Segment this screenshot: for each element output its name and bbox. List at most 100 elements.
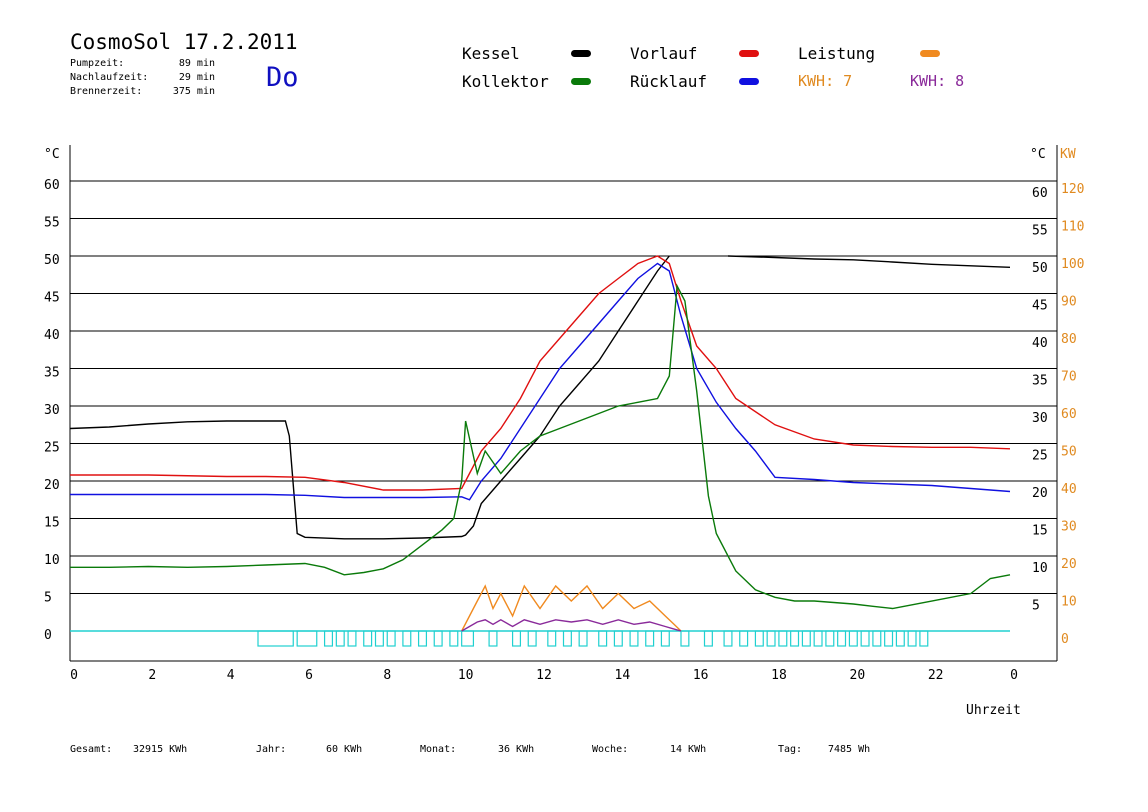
y-tick-label-right: 40 bbox=[1032, 336, 1048, 351]
y-tick-label-left: 45 bbox=[44, 291, 60, 306]
y-tick-label-kw: 50 bbox=[1061, 445, 1077, 460]
footer-gesamt-label: Gesamt: bbox=[70, 744, 113, 755]
y-tick-label-right: 5 bbox=[1032, 599, 1040, 614]
x-tick-label: 16 bbox=[693, 668, 709, 683]
pump-on-marker bbox=[766, 630, 776, 647]
pump-on-marker bbox=[703, 630, 713, 647]
stat-value: 375 min bbox=[172, 86, 215, 97]
footer-tag-value: 7485 Wh bbox=[828, 744, 871, 755]
footer-jahr-label: Jahr: bbox=[256, 744, 287, 755]
footer-woche-value: 14 KWh bbox=[670, 744, 707, 755]
y-tick-label-left: 0 bbox=[44, 628, 52, 643]
pump-on-marker bbox=[547, 630, 557, 647]
legend-label-kessel: Kessel bbox=[462, 44, 520, 63]
stat-label: Nachlaufzeit: bbox=[70, 72, 149, 83]
pump-on-marker bbox=[778, 630, 788, 647]
pump-on-marker bbox=[645, 630, 655, 647]
x-tick-label: 2 bbox=[148, 668, 156, 683]
legend-swatch-leistung bbox=[920, 50, 940, 57]
stat-value: 29 min bbox=[178, 72, 215, 83]
pump-on-marker bbox=[449, 630, 459, 647]
pump-on-marker bbox=[629, 630, 639, 647]
x-tick-label: 6 bbox=[305, 668, 313, 683]
pump-on-marker bbox=[461, 630, 475, 647]
y-tick-label-right: 20 bbox=[1032, 486, 1048, 501]
series-line-rcklauf bbox=[70, 262, 1011, 501]
stat-nachlaufzeit: Nachlaufzeit: 29 min bbox=[70, 72, 215, 83]
x-tick-label: 4 bbox=[227, 668, 235, 683]
pump-on-marker bbox=[578, 630, 588, 647]
pump-on-marker bbox=[813, 630, 823, 647]
y-tick-label-kw: 100 bbox=[1061, 257, 1084, 272]
stat-label: Pumpzeit: bbox=[70, 58, 125, 69]
y-tick-label-kw: 40 bbox=[1061, 482, 1077, 497]
stat-value: 89 min bbox=[178, 58, 215, 69]
y-tick-label-right: 30 bbox=[1032, 411, 1048, 426]
pump-on-marker bbox=[825, 630, 835, 647]
pump-on-marker bbox=[363, 630, 373, 647]
series-line-kollektor bbox=[70, 283, 1011, 610]
pump-on-marker bbox=[680, 630, 690, 647]
y-tick-label-kw: 110 bbox=[1061, 220, 1084, 235]
pump-on-marker bbox=[872, 630, 882, 647]
legend-label-kollektor: Kollektor bbox=[462, 72, 549, 91]
stat-brennerzeit: Brennerzeit: 375 min bbox=[70, 86, 215, 97]
y-tick-label-right: 25 bbox=[1032, 449, 1048, 464]
footer-tag-label: Tag: bbox=[778, 744, 803, 755]
y-tick-label-left: 10 bbox=[44, 553, 60, 568]
y-tick-label-right: 35 bbox=[1032, 374, 1048, 389]
y-tick-label-kw: 70 bbox=[1061, 370, 1077, 385]
x-tick-label: 20 bbox=[850, 668, 866, 683]
pump-on-marker bbox=[598, 630, 608, 647]
footer-gesamt-value: 32915 KWh bbox=[133, 744, 188, 755]
pump-on-marker bbox=[296, 630, 318, 647]
y-tick-label-kw: 80 bbox=[1061, 332, 1077, 347]
pump-on-marker bbox=[790, 630, 800, 647]
footer-jahr-value: 60 KWh bbox=[326, 744, 363, 755]
legend-swatch-kessel bbox=[571, 50, 591, 57]
pump-on-marker bbox=[323, 630, 334, 647]
x-tick-label: 18 bbox=[771, 668, 787, 683]
weekday-label: Do bbox=[266, 62, 299, 93]
y-tick-label-left: 60 bbox=[44, 178, 60, 193]
y-tick-label-right: 50 bbox=[1032, 261, 1048, 276]
stat-label: Brennerzeit: bbox=[70, 86, 143, 97]
pump-on-marker bbox=[754, 630, 764, 647]
footer-monat-value: 36 KWh bbox=[498, 744, 535, 755]
y-tick-label-kw: 60 bbox=[1061, 407, 1077, 422]
y-axis-unit-right: °C bbox=[1030, 147, 1046, 162]
y-tick-label-left: 15 bbox=[44, 516, 60, 531]
pump-on-marker bbox=[562, 630, 572, 647]
series-line-vorlauf bbox=[70, 255, 1011, 491]
y-tick-label-left: 55 bbox=[44, 216, 60, 231]
y-tick-label-kw: 10 bbox=[1061, 595, 1077, 610]
pump-on-marker bbox=[907, 630, 917, 647]
footer-woche-label: Woche: bbox=[592, 744, 629, 755]
y-axis-unit-kw: KW bbox=[1060, 147, 1076, 162]
pump-on-marker bbox=[335, 630, 345, 647]
x-tick-label: 12 bbox=[536, 668, 552, 683]
x-tick-label: 0 bbox=[70, 668, 78, 683]
pump-on-marker bbox=[895, 630, 905, 647]
series-line-kessel bbox=[69, 255, 670, 540]
y-tick-label-right: 45 bbox=[1032, 299, 1048, 314]
y-tick-label-kw: 0 bbox=[1061, 632, 1069, 647]
x-tick-label: 10 bbox=[458, 668, 474, 683]
legend-swatch-ruecklauf bbox=[739, 78, 759, 85]
pump-on-marker bbox=[527, 630, 537, 647]
y-tick-label-right: 15 bbox=[1032, 524, 1048, 539]
pump-on-marker bbox=[919, 630, 929, 647]
series-line-leistung bbox=[461, 584, 682, 632]
page-title: CosmoSol 17.2.2011 bbox=[70, 30, 298, 54]
x-tick-label: 22 bbox=[928, 668, 944, 683]
pump-on-marker bbox=[257, 630, 294, 647]
y-tick-label-left: 20 bbox=[44, 478, 60, 493]
y-tick-label-right: 55 bbox=[1032, 224, 1048, 239]
series-line-kessel bbox=[727, 255, 1011, 268]
y-tick-label-right: 10 bbox=[1032, 561, 1048, 576]
x-tick-label: 14 bbox=[615, 668, 631, 683]
series-line-leistung-alt bbox=[461, 618, 682, 632]
legend-swatch-vorlauf bbox=[739, 50, 759, 57]
pump-on-marker bbox=[417, 630, 428, 647]
